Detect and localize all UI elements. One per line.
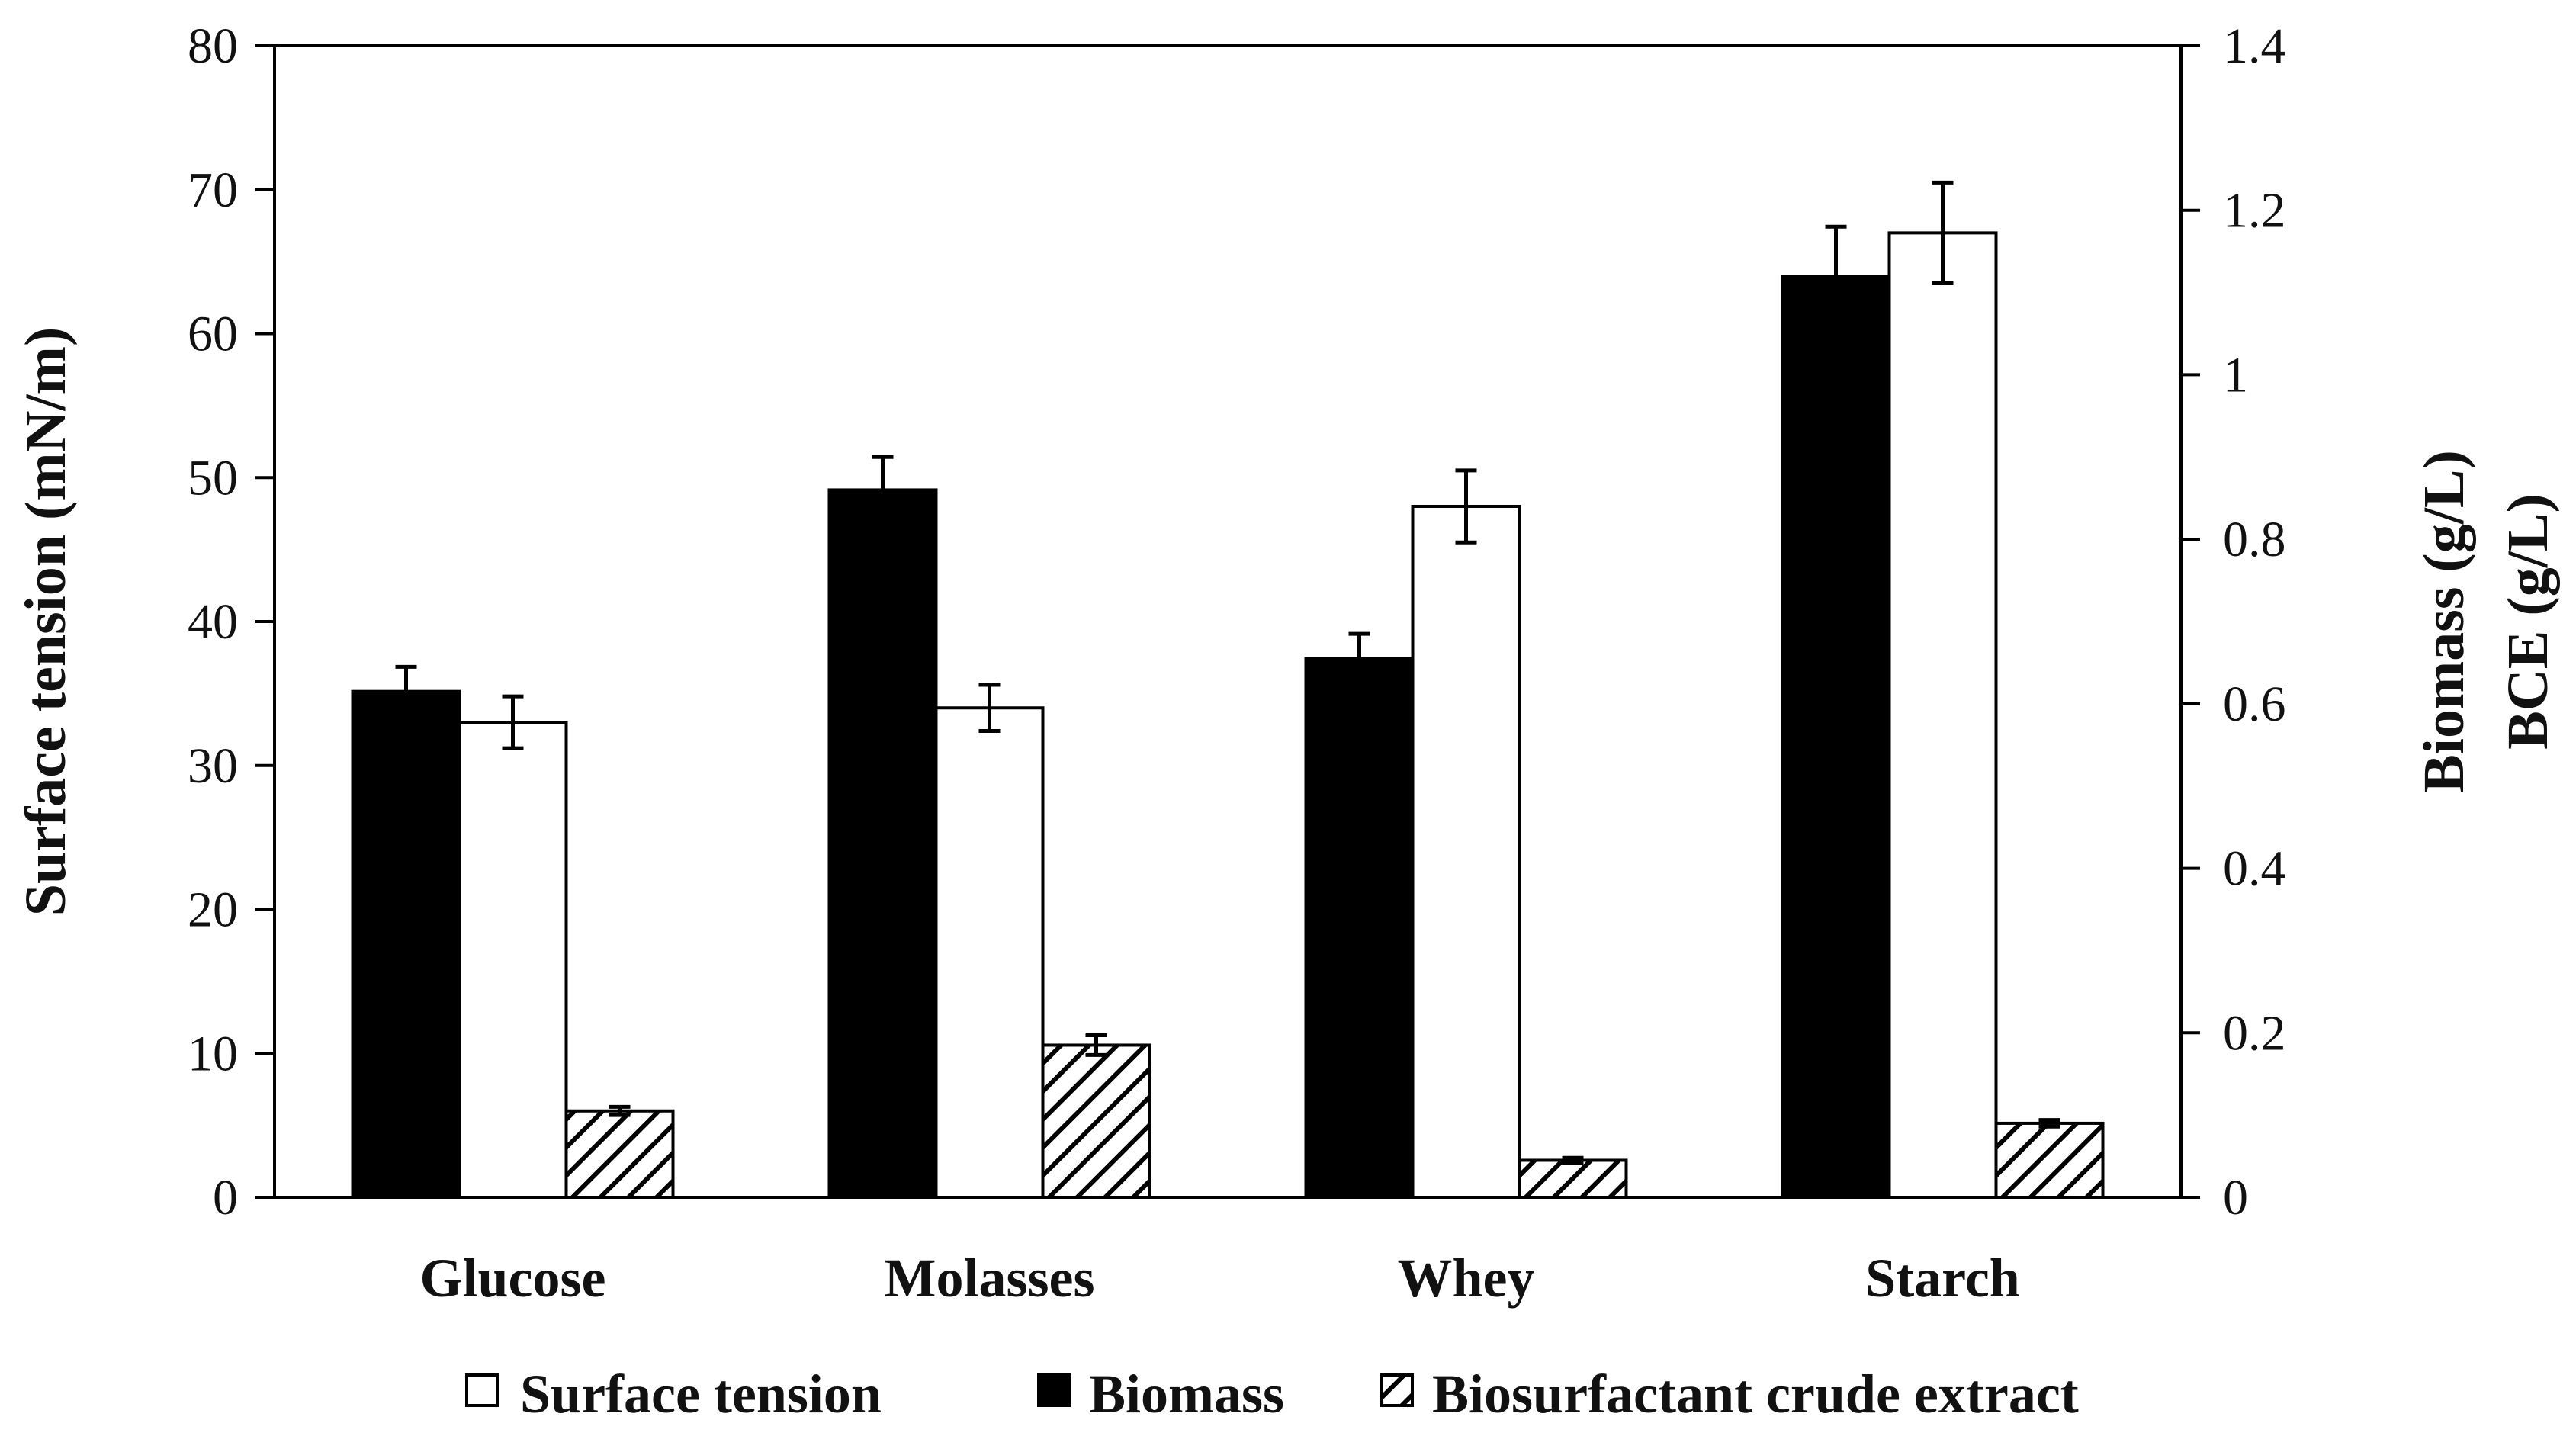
right-tick-label: 1 xyxy=(2223,347,2248,403)
legend-label-biomass: Biomass xyxy=(1089,1364,1284,1425)
left-tick-label: 50 xyxy=(188,450,238,506)
bar-surface-tension xyxy=(458,721,568,1199)
bar-biomass xyxy=(1304,657,1415,1199)
right-tick-label: 0.4 xyxy=(2223,841,2286,897)
left-tick-label: 0 xyxy=(213,1170,238,1226)
left-tick-label: 80 xyxy=(188,18,238,74)
right-tick-label: 1.4 xyxy=(2223,18,2286,74)
category-labels: Glucose Molasses Whey Starch xyxy=(420,1248,2020,1309)
bar-bce xyxy=(1518,1158,1628,1199)
bar-surface-tension xyxy=(1887,231,1998,1199)
legend-label-bce: Biosurfactant crude extract xyxy=(1432,1364,2079,1425)
bar-bce xyxy=(1041,1043,1151,1199)
legend-swatch-surface-tension xyxy=(465,1373,499,1407)
bar-bce xyxy=(1994,1121,2105,1200)
bar-biomass xyxy=(351,689,461,1199)
left-tick-label: 60 xyxy=(188,307,238,362)
category-label: Starch xyxy=(1865,1248,2020,1309)
category-label: Glucose xyxy=(420,1248,606,1309)
bar-surface-tension xyxy=(934,706,1045,1199)
right-tick-label: 0 xyxy=(2223,1170,2248,1226)
left-tick-label: 30 xyxy=(188,738,238,794)
left-axis-ticks: 0 10 20 30 40 50 60 70 80 xyxy=(188,18,275,1226)
right-axis-ticks: 0 0.2 0.4 0.6 0.8 1 1.2 1.4 xyxy=(2181,18,2286,1226)
legend-swatch-biomass xyxy=(1037,1373,1071,1407)
legend: Surface tension Biomass Biosurfactant cr… xyxy=(465,1364,2079,1425)
bar-biomass xyxy=(827,488,938,1199)
bar-surface-tension xyxy=(1411,505,1521,1199)
right-tick-label: 0.2 xyxy=(2223,1005,2286,1061)
category-label: Whey xyxy=(1398,1248,1535,1309)
legend-label-surface-tension: Surface tension xyxy=(520,1364,882,1425)
bars-layer xyxy=(351,180,2105,1200)
right-tick-label: 1.2 xyxy=(2223,183,2286,239)
left-tick-label: 40 xyxy=(188,594,238,650)
left-axis-title: Surface tension (mN/m) xyxy=(14,327,78,917)
legend-swatch-bce xyxy=(1380,1373,1414,1407)
left-tick-label: 70 xyxy=(188,162,238,218)
category-label: Molasses xyxy=(885,1248,1095,1309)
right-axis-title-biomass: Biomass (g/L) xyxy=(2412,450,2476,793)
right-tick-label: 0.6 xyxy=(2223,676,2286,732)
bar-bce xyxy=(564,1109,675,1199)
right-tick-label: 0.8 xyxy=(2223,512,2286,567)
bar-biomass xyxy=(1781,275,1891,1199)
right-axis-title-bce: BCE (g/L) xyxy=(2496,493,2560,750)
left-tick-label: 10 xyxy=(188,1026,238,1081)
left-tick-label: 20 xyxy=(188,882,238,938)
